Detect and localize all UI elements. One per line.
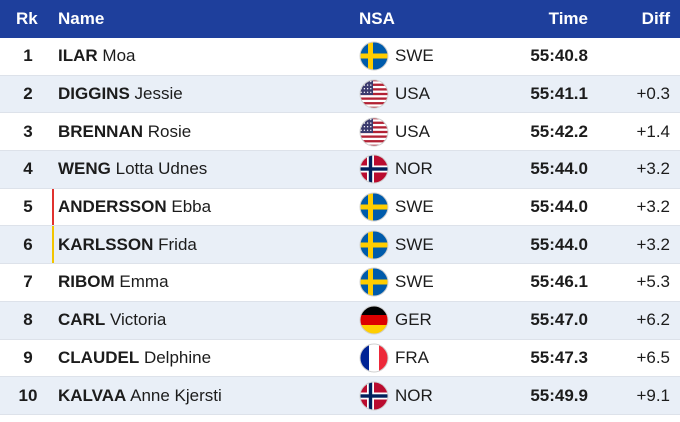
table-row[interactable]: 5 ANDERSSON Ebba SWE 55:44.0 +3.2: [0, 188, 680, 227]
athlete-name[interactable]: ANDERSSON Ebba: [58, 197, 211, 217]
nor-flag-icon: [359, 154, 389, 184]
diff: +6.2: [636, 310, 670, 330]
rank: 3: [23, 121, 33, 141]
diff: +0.3: [636, 84, 670, 104]
last-name: CARL: [58, 310, 106, 330]
rank: 9: [23, 347, 33, 367]
first-name: Jessie: [134, 84, 183, 104]
last-name: ANDERSSON: [58, 197, 167, 217]
first-name: Victoria: [109, 310, 167, 330]
fra-flag-icon: [359, 343, 389, 373]
rank: 4: [23, 159, 33, 179]
time: 55:49.9: [530, 385, 588, 405]
table-row[interactable]: 6 KARLSSON Frida SWE 55:44.0 +3.2: [0, 226, 680, 265]
rank: 10: [18, 385, 38, 405]
first-name: Moa: [102, 46, 136, 66]
table-row[interactable]: 9 CLAUDEL Delphine FRA 55:47.3 +6.5: [0, 340, 680, 378]
time: 55:44.0: [530, 159, 588, 179]
table-row[interactable]: 7 RIBOM Emma SWE 55:46.1 +5.3: [0, 264, 680, 302]
time: 55:44.0: [530, 197, 588, 217]
swe-flag-icon: [359, 230, 389, 260]
rank: 8: [23, 310, 33, 330]
table-row[interactable]: 1 ILAR Moa SWE 55:40.8: [0, 38, 680, 76]
athlete-name[interactable]: RIBOM Emma: [58, 272, 169, 292]
last-name: RIBOM: [58, 272, 115, 292]
first-name: Frida: [158, 234, 197, 254]
athlete-name[interactable]: KALVAA Anne Kjersti: [58, 386, 222, 406]
diff: +3.2: [636, 159, 670, 179]
table-row[interactable]: 2 DIGGINS Jessie USA 55:41.1 +0.3: [0, 75, 680, 114]
athlete-name[interactable]: CARL Victoria: [58, 310, 166, 330]
ger-flag-icon: [359, 305, 389, 335]
swe-flag-icon: [359, 267, 389, 297]
diff: +1.4: [636, 121, 670, 141]
diff: +5.3: [636, 272, 670, 292]
header-time[interactable]: Time: [548, 9, 588, 28]
athlete-name[interactable]: ILAR Moa: [58, 46, 135, 66]
first-name: Rosie: [147, 121, 192, 141]
time: 55:42.2: [530, 121, 588, 141]
time: 55:41.1: [530, 84, 588, 104]
swe-flag-icon: [359, 192, 389, 222]
first-name: Ebba: [171, 197, 212, 217]
diff: +9.1: [636, 385, 670, 405]
nation-code: NOR: [395, 385, 433, 405]
nation-code: USA: [395, 84, 430, 104]
nation-code: FRA: [395, 347, 429, 367]
rank: 5: [23, 197, 33, 217]
rank: 2: [23, 84, 33, 104]
diff: +3.2: [636, 234, 670, 254]
rank: 6: [23, 234, 33, 254]
nation-code: USA: [395, 121, 430, 141]
last-name: WENG: [58, 159, 111, 179]
nation-code: SWE: [395, 272, 434, 292]
last-name: BRENNAN: [58, 121, 143, 141]
table-row[interactable]: 3 BRENNAN Rosie USA 55:42.2 +1.4: [0, 113, 680, 152]
time: 55:47.0: [530, 310, 588, 330]
last-name: KARLSSON: [58, 234, 154, 254]
time: 55:40.8: [530, 46, 588, 66]
last-name: ILAR: [58, 46, 98, 66]
first-name: Anne Kjersti: [130, 385, 222, 405]
table-row[interactable]: 4 WENG Lotta Udnes NOR 55:44.0 +3.2: [0, 151, 680, 189]
diff: +3.2: [636, 197, 670, 217]
table-row[interactable]: 8 CARL Victoria GER 55:47.0 +6.2: [0, 301, 680, 340]
athlete-name[interactable]: BRENNAN Rosie: [58, 122, 191, 142]
header-rank[interactable]: Rk: [16, 9, 38, 28]
last-name: CLAUDEL: [58, 347, 140, 367]
time: 55:47.3: [530, 347, 588, 367]
rank: 1: [23, 46, 33, 66]
usa-flag-icon: [359, 117, 389, 147]
athlete-name[interactable]: DIGGINS Jessie: [58, 84, 183, 104]
header-nsa[interactable]: NSA: [359, 9, 395, 28]
athlete-name[interactable]: CLAUDEL Delphine: [58, 348, 211, 368]
athlete-name[interactable]: KARLSSON Frida: [58, 235, 197, 255]
header-name[interactable]: Name: [58, 9, 105, 28]
diff: +6.5: [636, 347, 670, 367]
table-row[interactable]: 10 KALVAA Anne Kjersti NOR 55:49.9 +9.1: [0, 377, 680, 415]
nation-code: SWE: [395, 234, 434, 254]
last-name: KALVAA: [58, 385, 127, 405]
header-diff[interactable]: Diff: [641, 9, 670, 28]
yellow-marker: [52, 226, 54, 264]
nation-code: SWE: [395, 46, 434, 66]
last-name: DIGGINS: [58, 84, 130, 104]
time: 55:46.1: [530, 272, 588, 292]
first-name: Delphine: [143, 347, 212, 367]
red-marker: [52, 188, 54, 226]
rank: 7: [23, 272, 33, 292]
usa-flag-icon: [359, 79, 389, 109]
nation-code: GER: [395, 310, 432, 330]
nation-code: SWE: [395, 197, 434, 217]
swe-flag-icon: [359, 41, 389, 71]
first-name: Lotta Udnes: [115, 159, 208, 179]
time: 55:44.0: [530, 234, 588, 254]
nation-code: NOR: [395, 159, 433, 179]
table-header: Rk Name NSA Time Diff: [0, 0, 680, 38]
nor-flag-icon: [359, 381, 389, 411]
first-name: Emma: [119, 272, 169, 292]
athlete-name[interactable]: WENG Lotta Udnes: [58, 159, 207, 179]
